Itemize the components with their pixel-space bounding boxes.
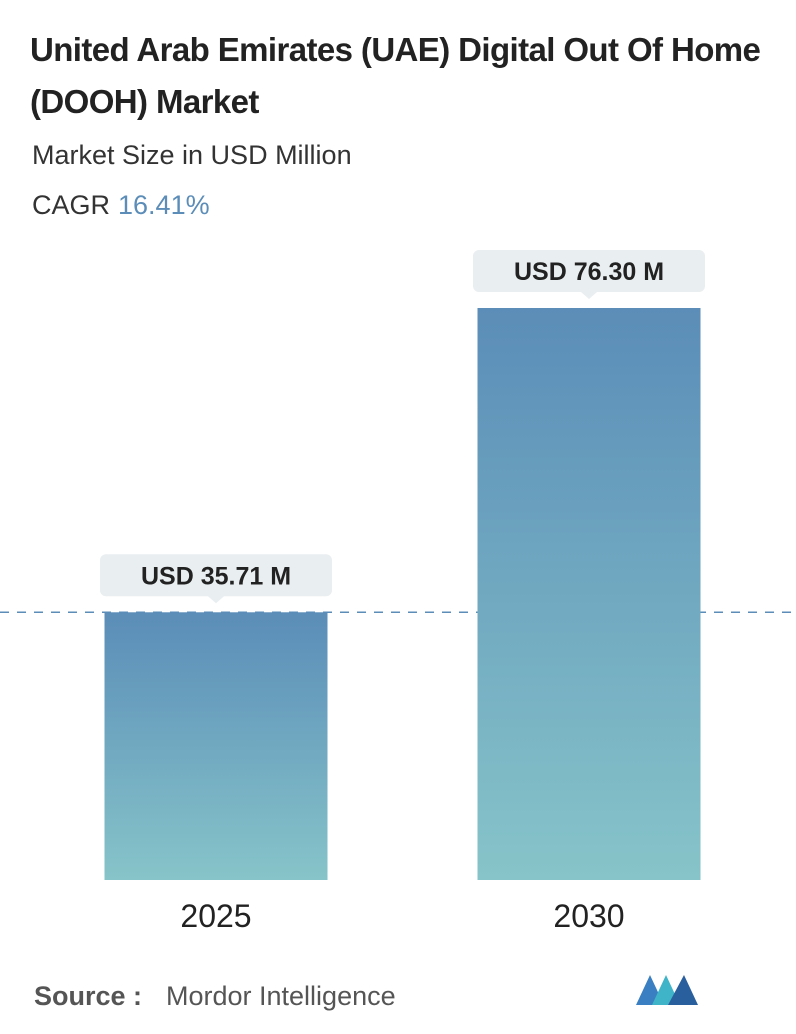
- bar: [104, 612, 328, 880]
- bar: [477, 308, 701, 880]
- cagr-value: 16.41%: [118, 190, 210, 220]
- value-label: USD 35.71 M: [141, 562, 291, 590]
- chart-title: United Arab Emirates (UAE) Digital Out O…: [30, 31, 761, 120]
- cagr-label: CAGR: [32, 190, 111, 220]
- source-label: Source :: [34, 981, 142, 1011]
- cagr: CAGR 16.41%: [32, 190, 210, 221]
- value-label-box: [100, 554, 332, 604]
- logo: [636, 975, 698, 1005]
- value-label: USD 76.30 M: [514, 258, 664, 286]
- value-label-box: [473, 250, 705, 299]
- x-tick-label: 2030: [553, 898, 624, 934]
- chart-subtitle: Market Size in USD Million: [32, 140, 352, 170]
- source: Mordor Intelligence: [166, 981, 396, 1011]
- x-tick-label: 2025: [180, 898, 251, 934]
